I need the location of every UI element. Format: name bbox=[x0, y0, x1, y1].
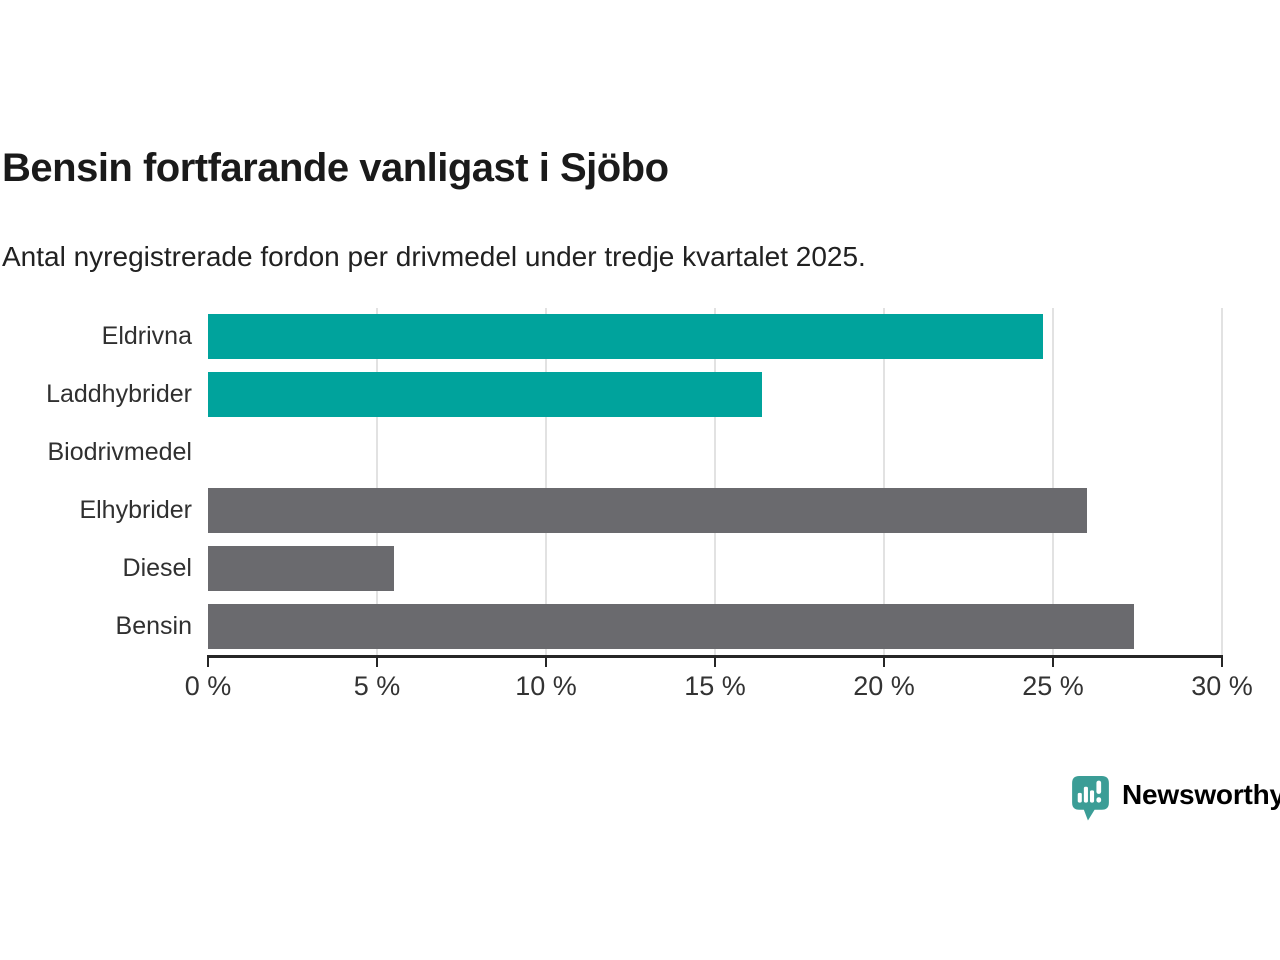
chart-subtitle: Antal nyregistrerade fordon per drivmede… bbox=[2, 241, 866, 272]
bar-bensin bbox=[208, 603, 1135, 649]
x-tick-label-0: 0 % bbox=[184, 671, 232, 701]
category-label-laddhybrider: Laddhybrider bbox=[46, 380, 192, 409]
x-axis-line bbox=[207, 655, 1223, 658]
x-axis-tick-25 bbox=[1052, 658, 1054, 667]
category-label-diesel: Diesel bbox=[122, 553, 192, 582]
bar-eldrivna bbox=[208, 314, 1043, 360]
x-tick-label-5: 5 % bbox=[353, 671, 401, 701]
x-tick-label-25: 25 % bbox=[1022, 671, 1084, 701]
category-label-biodrivmedel: Biodrivmedel bbox=[47, 438, 192, 467]
gridline-30 bbox=[1221, 308, 1223, 655]
x-axis-tick-20 bbox=[883, 658, 885, 667]
x-axis-tick-30 bbox=[1221, 658, 1223, 667]
x-tick-label-10: 10 % bbox=[515, 671, 577, 701]
gridline-15 bbox=[714, 308, 716, 655]
y-axis-category-labels: Eldrivna Laddhybrider Biodrivmedel Elhybrid… bbox=[0, 308, 192, 655]
branding-footer: Newsworthy bbox=[1070, 775, 1280, 822]
category-label-eldrivna: Eldrivna bbox=[101, 322, 192, 351]
category-label-elhybrider: Elhybrider bbox=[79, 495, 192, 524]
bar-diesel bbox=[208, 545, 394, 591]
branding-logo-text: Newsworthy bbox=[1122, 779, 1280, 810]
bar-elhybrider bbox=[208, 487, 1087, 533]
x-axis-tick-10 bbox=[545, 658, 547, 667]
x-tick-label-30: 30 % bbox=[1191, 671, 1253, 701]
x-axis-tick-15 bbox=[714, 658, 716, 667]
x-tick-label-15: 15 % bbox=[684, 671, 746, 701]
x-axis-tick-5 bbox=[376, 658, 378, 667]
bar-chart-plot-area: 0 % 5 % 10 % 15 % 20 % 25 % 30 % bbox=[185, 308, 1253, 701]
x-axis-tick-0 bbox=[207, 658, 209, 667]
newsworthy-logo-icon bbox=[1072, 776, 1109, 821]
gridline-5 bbox=[376, 308, 378, 655]
chart-title: Bensin fortfarande vanligast i Sjöbo bbox=[2, 146, 669, 190]
gridline-25 bbox=[1052, 308, 1054, 655]
category-label-bensin: Bensin bbox=[115, 611, 192, 640]
gridline-20 bbox=[883, 308, 885, 655]
gridline-10 bbox=[545, 308, 547, 655]
bar-laddhybrider bbox=[208, 372, 763, 418]
x-tick-label-20: 20 % bbox=[853, 671, 915, 701]
